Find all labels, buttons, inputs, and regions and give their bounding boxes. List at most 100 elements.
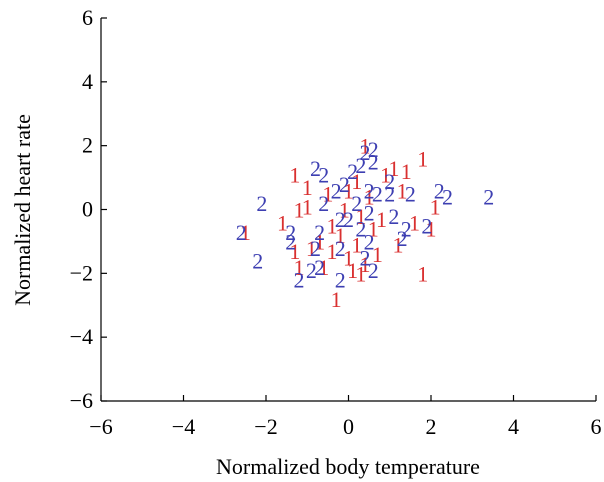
point-class-2: 2 xyxy=(368,137,379,162)
point-class-1: 1 xyxy=(360,134,371,159)
point-class-2: 2 xyxy=(434,178,445,203)
point-class-2: 2 xyxy=(306,258,317,283)
point-class-2: 2 xyxy=(355,217,366,242)
point-class-1: 1 xyxy=(335,223,346,248)
point-class-1: 1 xyxy=(289,239,300,264)
point-class-1: 1 xyxy=(343,245,354,270)
point-class-1: 1 xyxy=(380,162,391,187)
point-class-2: 2 xyxy=(339,172,350,197)
y-axis-ticks: 6 4 2 0 −2 −4 −6 xyxy=(70,5,107,413)
point-class-1: 1 xyxy=(306,236,317,261)
point-class-2: 2 xyxy=(421,213,432,238)
point-class-1: 1 xyxy=(401,159,412,184)
point-class-2: 2 xyxy=(252,249,263,274)
x-axis-title: Normalized body temperature xyxy=(216,454,480,479)
point-class-1: 1 xyxy=(355,261,366,286)
x-tick-label: 2 xyxy=(426,414,437,439)
point-class-2: 2 xyxy=(294,268,305,293)
point-class-1: 1 xyxy=(294,255,305,280)
x-tick-label: 0 xyxy=(343,414,354,439)
y-tick-label: −6 xyxy=(70,388,93,413)
point-class-2: 2 xyxy=(355,153,366,178)
point-class-2: 2 xyxy=(483,185,494,210)
point-class-2: 2 xyxy=(368,258,379,283)
point-class-2: 2 xyxy=(256,191,267,216)
point-class-2: 2 xyxy=(442,185,453,210)
point-class-1: 1 xyxy=(426,217,437,242)
point-class-2: 2 xyxy=(347,159,358,184)
point-class-1: 1 xyxy=(430,194,441,219)
point-class-1: 1 xyxy=(351,233,362,258)
point-class-2: 2 xyxy=(405,182,416,207)
point-class-1: 1 xyxy=(355,204,366,229)
point-class-2: 2 xyxy=(310,156,321,181)
y-tick-label: −4 xyxy=(70,324,93,349)
point-class-1: 1 xyxy=(417,146,428,171)
point-class-2: 2 xyxy=(360,245,371,270)
y-axis-title: Normalized heart rate xyxy=(10,114,35,306)
point-class-1: 1 xyxy=(372,242,383,267)
point-class-1: 1 xyxy=(368,217,379,242)
point-class-1: 1 xyxy=(277,210,288,235)
point-class-2: 2 xyxy=(397,226,408,251)
point-class-2: 2 xyxy=(343,207,354,232)
point-class-1: 1 xyxy=(327,239,338,264)
point-class-1: 1 xyxy=(364,185,375,210)
x-tick-label: −2 xyxy=(254,414,277,439)
point-class-1: 1 xyxy=(343,178,354,203)
point-class-1: 1 xyxy=(240,220,251,245)
point-class-1: 1 xyxy=(289,162,300,187)
point-class-1: 1 xyxy=(327,213,338,238)
y-tick-label: −2 xyxy=(70,260,93,285)
point-class-2: 2 xyxy=(335,268,346,293)
x-tick-label: 6 xyxy=(591,414,602,439)
point-class-1: 1 xyxy=(339,198,350,223)
point-class-2: 2 xyxy=(351,191,362,216)
x-tick-label: −4 xyxy=(172,414,195,439)
point-class-2: 2 xyxy=(318,162,329,187)
point-class-2: 2 xyxy=(314,220,325,245)
point-class-2: 2 xyxy=(388,204,399,229)
point-class-2: 2 xyxy=(368,150,379,175)
point-class-2: 2 xyxy=(331,178,342,203)
y-tick-label: 0 xyxy=(82,197,93,222)
point-class-2: 2 xyxy=(314,255,325,280)
point-class-2: 2 xyxy=(285,220,296,245)
point-class-1: 1 xyxy=(351,169,362,194)
point-class-1: 1 xyxy=(302,175,313,200)
y-tick-label: 4 xyxy=(82,69,93,94)
point-class-2: 2 xyxy=(310,236,321,261)
point-class-1: 1 xyxy=(397,178,408,203)
point-class-1: 1 xyxy=(409,210,420,235)
point-class-1: 1 xyxy=(314,229,325,254)
y-tick-label: 2 xyxy=(82,133,93,158)
point-class-2: 2 xyxy=(318,191,329,216)
point-class-2: 2 xyxy=(335,236,346,261)
point-class-1: 1 xyxy=(294,198,305,223)
point-class-1: 1 xyxy=(393,233,404,258)
point-class-2: 2 xyxy=(335,207,346,232)
point-class-2: 2 xyxy=(372,182,383,207)
point-class-1: 1 xyxy=(388,156,399,181)
point-class-1: 1 xyxy=(417,261,428,286)
point-class-2: 2 xyxy=(364,178,375,203)
point-class-2: 2 xyxy=(285,229,296,254)
point-class-1: 1 xyxy=(318,255,329,280)
point-class-2: 2 xyxy=(401,217,412,242)
point-class-2: 2 xyxy=(360,140,371,165)
x-axis-ticks: −6 −4 −2 0 2 4 6 xyxy=(89,395,602,439)
point-class-1: 1 xyxy=(376,207,387,232)
x-tick-label: 4 xyxy=(508,414,519,439)
point-class-1: 1 xyxy=(331,287,342,312)
point-class-2: 2 xyxy=(384,182,395,207)
point-class-1: 1 xyxy=(360,252,371,277)
point-class-2: 2 xyxy=(236,220,247,245)
point-class-1: 1 xyxy=(347,258,358,283)
point-class-1: 1 xyxy=(302,194,313,219)
x-tick-label: −6 xyxy=(89,414,112,439)
y-tick-label: 6 xyxy=(82,5,93,30)
point-class-2: 2 xyxy=(384,169,395,194)
point-class-1: 1 xyxy=(322,182,333,207)
